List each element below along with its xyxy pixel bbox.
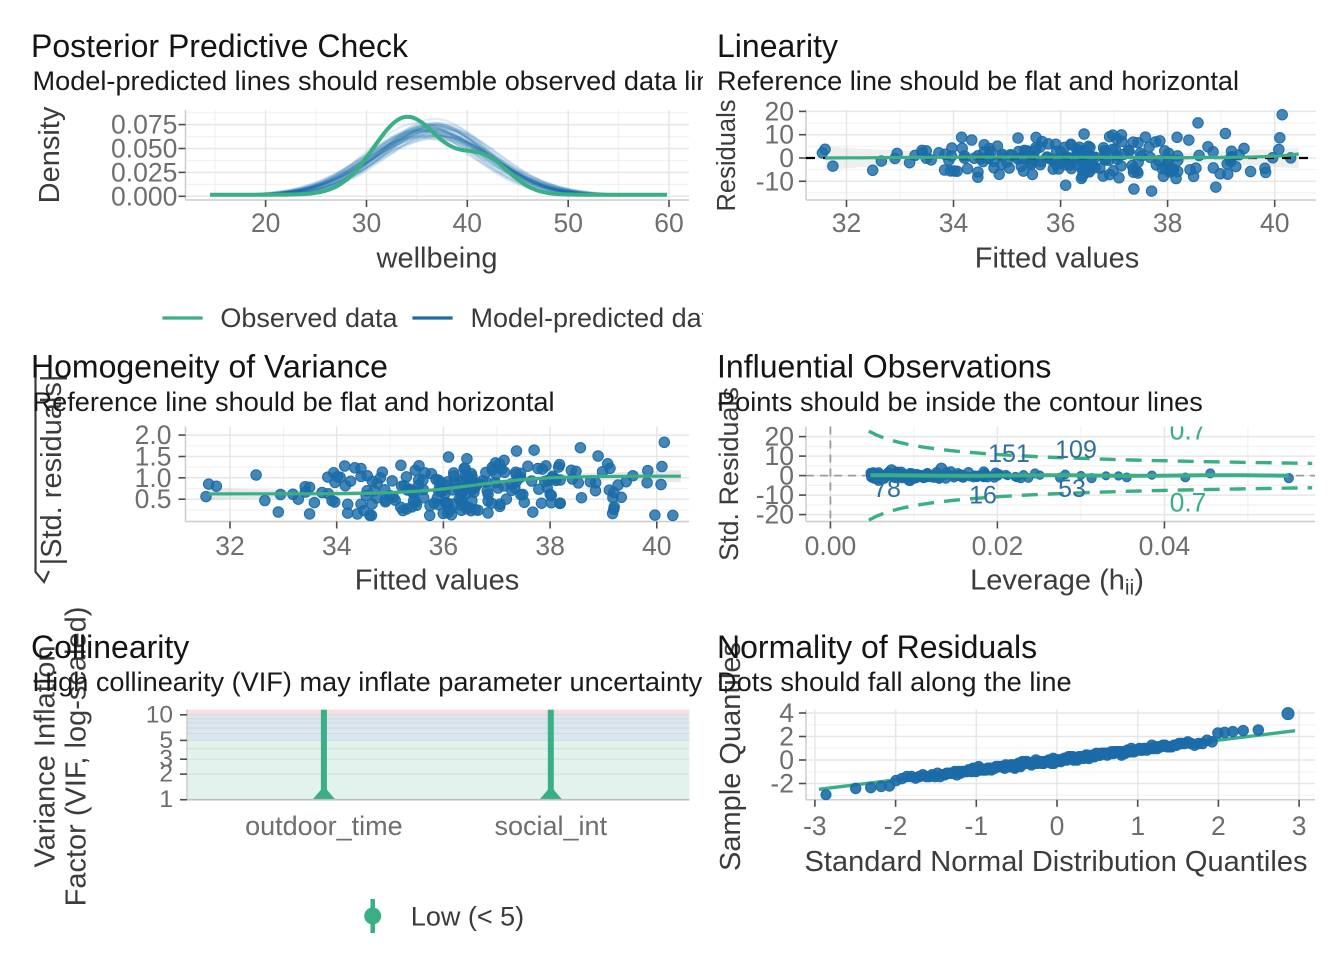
svg-text:-10: -10 bbox=[756, 480, 794, 510]
svg-text:Model-predicted data: Model-predicted data bbox=[471, 303, 726, 333]
svg-text:40: 40 bbox=[642, 531, 671, 561]
svg-text:0: 0 bbox=[779, 745, 794, 775]
svg-text:20: 20 bbox=[765, 422, 794, 452]
svg-text:0.02: 0.02 bbox=[972, 531, 1024, 561]
svg-text:Factor (VIF, log-scaled): Factor (VIF, log-scaled) bbox=[61, 607, 93, 907]
svg-text:Linearity: Linearity bbox=[717, 28, 838, 64]
svg-text:outdoor_time: outdoor_time bbox=[245, 811, 403, 841]
svg-text:2.0: 2.0 bbox=[135, 420, 172, 450]
svg-text:-1: -1 bbox=[965, 811, 989, 841]
svg-text:151: 151 bbox=[988, 440, 1030, 468]
svg-text:0.000: 0.000 bbox=[111, 181, 177, 211]
svg-text:1.5: 1.5 bbox=[135, 442, 172, 472]
svg-text:High collinearity (VIF) may in: High collinearity (VIF) may inflate para… bbox=[33, 666, 703, 697]
svg-text:Observed data: Observed data bbox=[220, 303, 398, 333]
svg-text:53: 53 bbox=[1058, 475, 1086, 503]
svg-text:Model-predicted lines should r: Model-predicted lines should resemble ob… bbox=[33, 65, 741, 96]
svg-text:Points should be inside the co: Points should be inside the contour line… bbox=[717, 386, 1203, 417]
svg-text:-3: -3 bbox=[803, 811, 827, 841]
svg-text:Leverage (hii): Leverage (hii) bbox=[970, 565, 1144, 600]
svg-text:36: 36 bbox=[429, 531, 458, 561]
svg-text:0.00: 0.00 bbox=[805, 531, 857, 561]
svg-text:0.050: 0.050 bbox=[111, 134, 177, 164]
svg-text:50: 50 bbox=[553, 208, 582, 238]
svg-text:social_int: social_int bbox=[495, 811, 608, 841]
svg-text:3: 3 bbox=[1292, 811, 1307, 841]
svg-text:10: 10 bbox=[765, 441, 794, 471]
svg-text:78: 78 bbox=[873, 475, 901, 503]
svg-text:4: 4 bbox=[779, 698, 794, 728]
svg-text:Low (< 5): Low (< 5) bbox=[411, 902, 524, 932]
svg-text:2: 2 bbox=[159, 761, 173, 788]
svg-text:Standard Normal Distribution Q: Standard Normal Distribution Quantiles bbox=[805, 846, 1308, 878]
svg-text:Fitted values: Fitted values bbox=[355, 565, 519, 597]
svg-text:wellbeing: wellbeing bbox=[376, 243, 498, 275]
svg-text:32: 32 bbox=[215, 531, 244, 561]
svg-text:-10: -10 bbox=[756, 166, 794, 196]
svg-text:10: 10 bbox=[765, 120, 794, 150]
svg-text:40: 40 bbox=[1260, 208, 1289, 238]
svg-text:-20: -20 bbox=[756, 500, 794, 530]
svg-text:Fitted values: Fitted values bbox=[975, 243, 1139, 275]
svg-text:38: 38 bbox=[1153, 208, 1182, 238]
svg-text:Homogeneity of Variance: Homogeneity of Variance bbox=[31, 349, 388, 385]
svg-text:Residuals: Residuals bbox=[713, 100, 741, 212]
svg-text:0: 0 bbox=[1050, 811, 1065, 841]
svg-text:36: 36 bbox=[1046, 208, 1075, 238]
svg-text:-2: -2 bbox=[884, 811, 908, 841]
svg-text:40: 40 bbox=[453, 208, 482, 238]
svg-text:20: 20 bbox=[251, 208, 280, 238]
svg-text:0: 0 bbox=[779, 461, 794, 491]
svg-text:10: 10 bbox=[146, 701, 173, 728]
svg-text:Variance Inflation: Variance Inflation bbox=[30, 646, 62, 868]
svg-text:2: 2 bbox=[779, 722, 794, 752]
svg-text:1.0: 1.0 bbox=[135, 463, 172, 493]
svg-text:-2: -2 bbox=[770, 769, 794, 799]
svg-text:Influential Observations: Influential Observations bbox=[717, 349, 1051, 385]
svg-text:34: 34 bbox=[939, 208, 968, 238]
svg-text:60: 60 bbox=[654, 208, 683, 238]
svg-text:0.025: 0.025 bbox=[111, 157, 177, 187]
svg-text:0.075: 0.075 bbox=[111, 110, 177, 140]
svg-text:Density: Density bbox=[34, 106, 66, 203]
svg-text:2: 2 bbox=[1211, 811, 1226, 841]
svg-text:Sample Quantiles: Sample Quantiles bbox=[715, 642, 747, 871]
svg-text:16: 16 bbox=[969, 482, 997, 510]
svg-text:|Std. residuals|: |Std. residuals| bbox=[36, 375, 68, 566]
svg-text:0.7: 0.7 bbox=[1170, 488, 1207, 518]
svg-text:Dots should fall along the lin: Dots should fall along the line bbox=[717, 666, 1072, 697]
svg-text:20: 20 bbox=[765, 96, 794, 126]
svg-text:5: 5 bbox=[159, 727, 173, 754]
svg-text:38: 38 bbox=[535, 531, 564, 561]
svg-text:34: 34 bbox=[322, 531, 351, 561]
svg-text:0.04: 0.04 bbox=[1139, 531, 1191, 561]
svg-text:Std. Residuals: Std. Residuals bbox=[714, 387, 744, 561]
svg-text:Normality of Residuals: Normality of Residuals bbox=[717, 629, 1037, 665]
svg-text:Reference line should be flat: Reference line should be flat and horizo… bbox=[33, 386, 555, 417]
svg-text:Posterior Predictive Check: Posterior Predictive Check bbox=[31, 28, 409, 64]
svg-text:Reference line should be flat: Reference line should be flat and horizo… bbox=[717, 65, 1239, 96]
svg-text:1: 1 bbox=[1130, 811, 1145, 841]
svg-text:3: 3 bbox=[159, 746, 173, 773]
svg-text:30: 30 bbox=[352, 208, 381, 238]
svg-text:Collinearity: Collinearity bbox=[31, 629, 189, 665]
svg-text:32: 32 bbox=[832, 208, 861, 238]
svg-text:0.5: 0.5 bbox=[135, 484, 172, 514]
svg-text:1: 1 bbox=[159, 786, 173, 813]
svg-text:0: 0 bbox=[779, 143, 794, 173]
svg-text:0.7: 0.7 bbox=[1170, 416, 1207, 446]
svg-text:109: 109 bbox=[1055, 436, 1097, 464]
